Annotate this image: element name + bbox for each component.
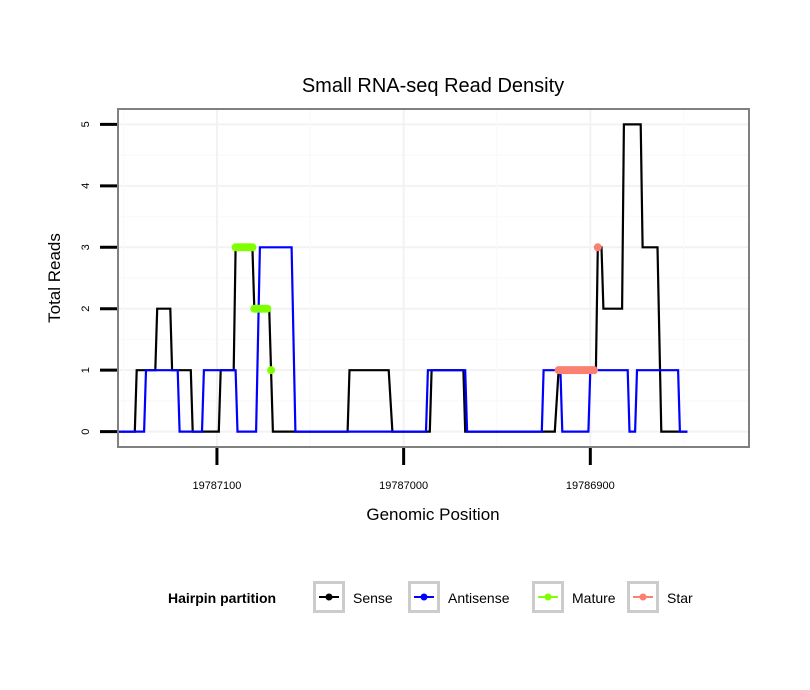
legend-key-point	[639, 593, 647, 601]
y-tick-label: 4	[80, 183, 92, 189]
y-tick-label: 1	[80, 367, 92, 373]
data-point-mature	[248, 243, 257, 252]
x-tick-label: 19786900	[566, 480, 615, 492]
legend-item-star: Star	[627, 581, 693, 613]
plot-border	[117, 108, 750, 448]
x-tick-label: 19787000	[379, 480, 428, 492]
chart-title: Small RNA-seq Read Density	[302, 75, 564, 97]
legend-label: Mature	[572, 590, 616, 606]
series-line-antisense	[116, 246, 688, 433]
series-layer	[116, 123, 688, 433]
legend-key-point	[420, 593, 428, 601]
legend-label: Antisense	[448, 590, 510, 606]
data-point-star	[593, 243, 602, 252]
legend-key-point	[325, 593, 333, 601]
legend-key-point	[544, 593, 552, 601]
legend-label: Sense	[353, 590, 393, 606]
y-tick-label: 2	[80, 306, 92, 312]
legend-item-mature: Mature	[532, 581, 616, 613]
y-axis-title: Total Reads	[45, 233, 64, 323]
x-tick-label: 19787100	[192, 480, 241, 492]
legend-title: Hairpin partition	[168, 590, 276, 606]
y-tick-label: 0	[80, 429, 92, 435]
y-axis: 0 1 2 3 4 5	[80, 121, 117, 435]
series-star	[554, 243, 602, 375]
data-point-mature	[263, 304, 272, 313]
x-axis: 19787100 19787000 19786900	[192, 448, 615, 492]
data-point-mature	[267, 366, 276, 375]
x-axis-title: Genomic Position	[366, 505, 499, 524]
legend: Hairpin partition Sense Antisense Mature St…	[168, 581, 693, 613]
legend-item-sense: Sense	[313, 581, 393, 613]
series-mature	[231, 243, 276, 375]
series-antisense	[116, 246, 688, 433]
data-point-star	[590, 366, 599, 375]
y-tick-label: 5	[80, 121, 92, 127]
legend-label: Star	[667, 590, 693, 606]
legend-item-antisense: Antisense	[408, 581, 510, 613]
y-tick-label: 3	[80, 244, 92, 250]
